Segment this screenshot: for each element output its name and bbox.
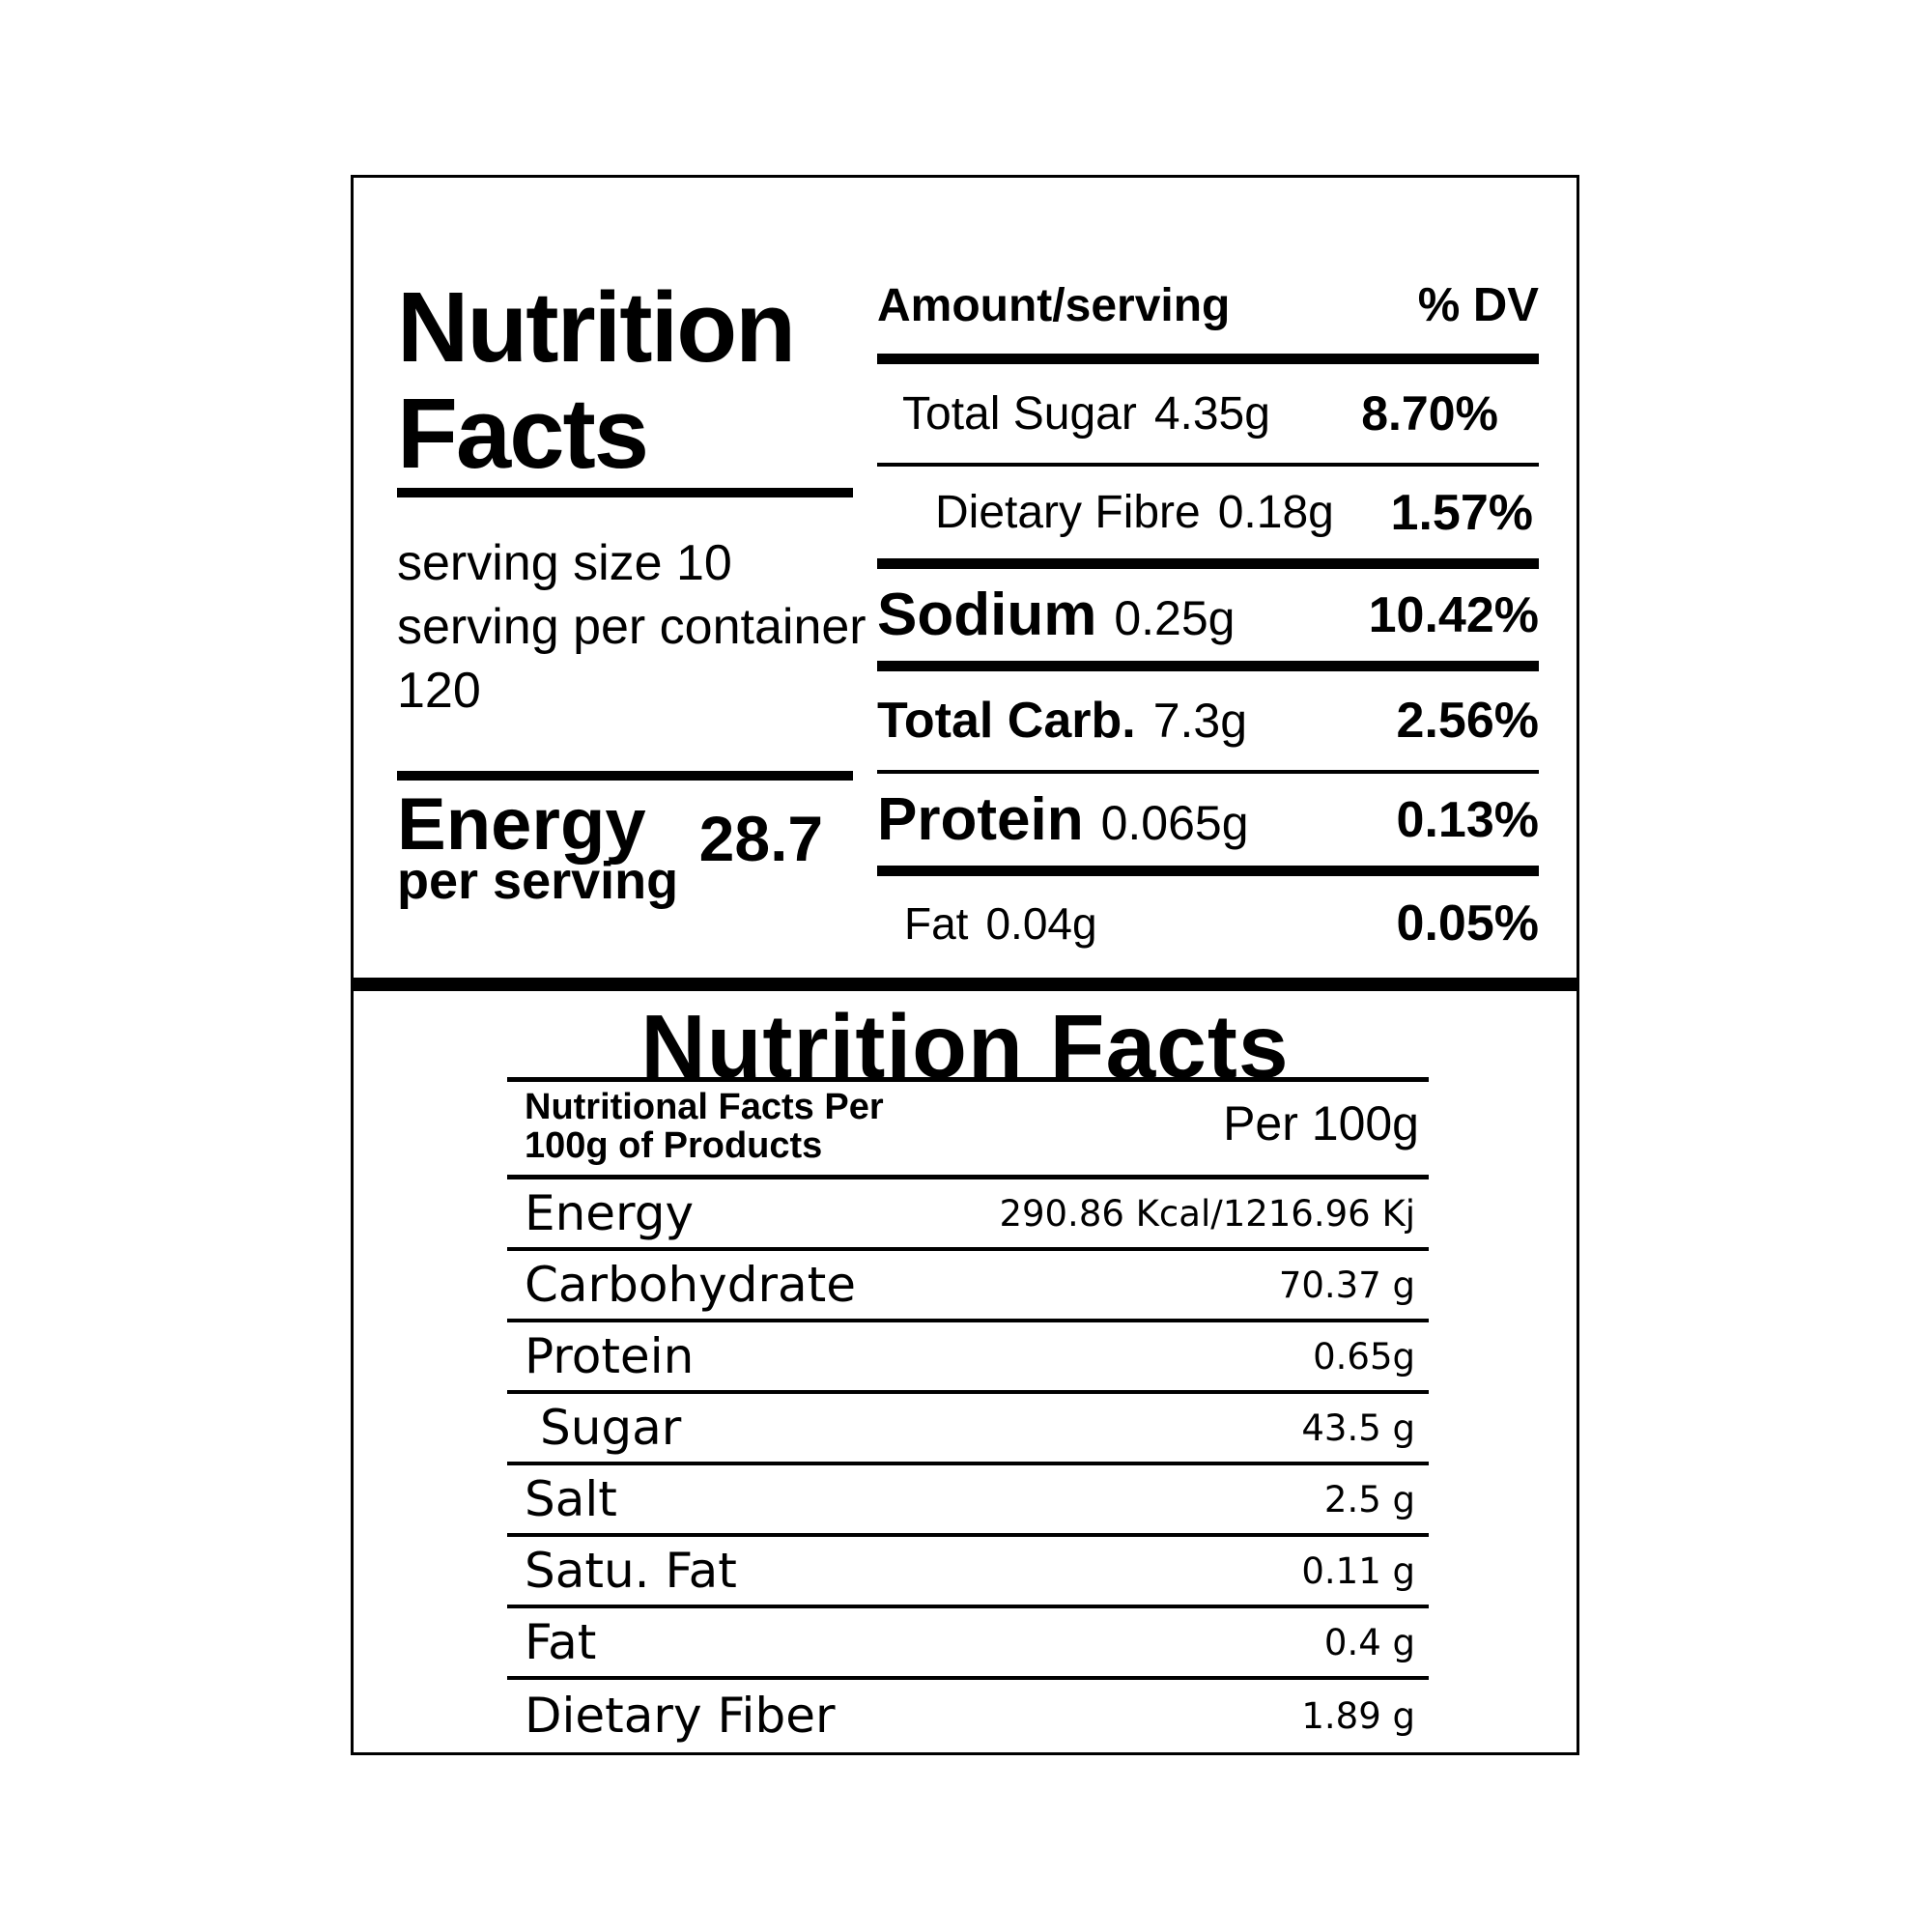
table-row-fat: Fat 0.4 g <box>507 1608 1429 1680</box>
divider-under-title <box>397 488 853 497</box>
nutrient-dv: 1.57% <box>1390 484 1533 541</box>
nutrient-dv: 10.42% <box>1368 586 1539 643</box>
row-label: Fat 0.04g <box>877 897 1097 950</box>
top-title-line1: Nutrition <box>397 271 796 383</box>
header-left-line2: 100g of Products <box>525 1125 823 1166</box>
nutrient-dv: 8.70% <box>1361 386 1498 440</box>
per-100g-header-right: Per 100g <box>1223 1096 1419 1151</box>
nutrient-dv: 2.56% <box>1396 693 1539 749</box>
energy-row: Energy 28.7 <box>397 782 823 874</box>
nutrient-amount: 7.3g <box>1152 694 1248 748</box>
nutrient-value: 0.4 g <box>1323 1621 1415 1663</box>
per-100g-table: Energy 290.86 Kcal/1216.96 Kj Carbohydra… <box>507 1179 1429 1751</box>
nutrient-value: 0.65g <box>1313 1335 1415 1378</box>
percent-dv-header: % DV <box>1417 279 1539 331</box>
row-label: Total Carb. 7.3g <box>877 692 1247 750</box>
nutrient-dv: 0.05% <box>1396 895 1539 952</box>
table-row-salt: Salt 2.5 g <box>507 1465 1429 1537</box>
table-header-row: Amount/serving % DV <box>877 278 1539 332</box>
divider-under-serving <box>397 771 853 781</box>
per-100g-header-row: Nutritional Facts Per 100g of Products P… <box>507 1088 1429 1165</box>
nutrient-name: Fat <box>525 1614 597 1670</box>
table-row-carbohydrate: Carbohydrate 70.37 g <box>507 1251 1429 1322</box>
nutrient-name: Protein <box>525 1328 695 1384</box>
nutrient-amount: 0.25g <box>1114 591 1236 645</box>
nutrient-rows: Total Sugar 4.35g 8.70% Dietary Fibre 0.18… <box>877 364 1539 970</box>
nutrient-value: 290.86 Kcal/1216.96 Kj <box>999 1192 1415 1235</box>
nutrient-value: 0.11 g <box>1301 1549 1415 1592</box>
per-100g-header-left: Nutritional Facts Per 100g of Products <box>525 1088 884 1165</box>
row-label: Protein 0.065g <box>877 785 1249 854</box>
serving-per-container-line: serving per container <box>397 599 867 655</box>
nutrient-name: Energy <box>525 1185 695 1241</box>
nutrient-amount: 4.35g <box>1153 387 1270 440</box>
serving-size-line: serving size 10 <box>397 535 732 591</box>
nutrient-name: Dietary Fiber <box>525 1688 836 1744</box>
nutrient-amount: 0.18g <box>1217 487 1334 538</box>
energy-per-serving-label: per serving <box>397 852 679 910</box>
row-label: Total Sugar 4.35g <box>877 387 1270 440</box>
nutrient-name: Total Sugar <box>902 387 1137 440</box>
nutrient-value: 2.5 g <box>1323 1478 1415 1520</box>
serving-info: serving size 10 serving per container 12… <box>397 531 867 723</box>
nutrient-name: Sodium <box>877 582 1097 648</box>
nutrient-value: 70.37 g <box>1278 1264 1415 1306</box>
amount-per-serving-table: Amount/serving % DV Total Sugar 4.35g 8.7… <box>877 178 1539 978</box>
bottom-title-underline <box>507 1077 1429 1082</box>
table-row-fat: Fat 0.04g 0.05% <box>877 876 1539 970</box>
header-left-line1: Nutritional Facts Per <box>525 1087 884 1127</box>
table-row-sodium: Sodium 0.25g 10.42% <box>877 569 1539 671</box>
amount-serving-header: Amount/serving <box>877 280 1231 331</box>
nutrient-name: Fat <box>904 897 969 949</box>
top-title-line2: Facts <box>397 378 649 489</box>
table-row-protein: Protein 0.065g 0.13% <box>877 774 1539 876</box>
nutrient-value: 43.5 g <box>1301 1406 1415 1449</box>
top-title: Nutrition Facts <box>397 271 796 489</box>
nutrient-amount: 0.065g <box>1100 796 1249 850</box>
nutrient-name: Total Carb. <box>877 693 1136 749</box>
nutrition-label: Nutrition Facts serving size 10 serving … <box>351 175 1579 1755</box>
table-row-total-carb: Total Carb. 7.3g 2.56% <box>877 671 1539 774</box>
header-separator-thick <box>877 354 1539 364</box>
table-row-energy: Energy 290.86 Kcal/1216.96 Kj <box>507 1179 1429 1251</box>
table-row-saturated-fat: Satu. Fat 0.11 g <box>507 1537 1429 1608</box>
nutrient-name: Satu. Fat <box>525 1543 737 1599</box>
table-row-dietary-fiber: Dietary Fiber 1.89 g <box>507 1680 1429 1751</box>
nutrient-name: Protein <box>877 786 1084 853</box>
nutrient-name: Salt <box>525 1471 617 1527</box>
nutrient-amount: 0.04g <box>985 897 1097 949</box>
table-row-protein: Protein 0.65g <box>507 1322 1429 1394</box>
table-row-dietary-fibre: Dietary Fibre 0.18g 1.57% <box>877 467 1539 569</box>
energy-label: Energy <box>397 783 646 866</box>
nutrient-name: Sugar <box>540 1400 682 1456</box>
table-row-sugar: Sugar 43.5 g <box>507 1394 1429 1465</box>
nutrient-dv: 0.13% <box>1396 791 1539 848</box>
nutrient-name: Carbohydrate <box>525 1257 857 1313</box>
energy-summary: Energy 28.7 per serving <box>397 782 823 911</box>
panel-divider <box>351 978 1579 991</box>
bottom-title: Nutrition Facts <box>640 996 1290 1096</box>
row-label: Dietary Fibre 0.18g <box>877 486 1334 539</box>
table-row-total-sugar: Total Sugar 4.35g 8.70% <box>877 364 1539 467</box>
per-100g-header-underline <box>507 1175 1429 1179</box>
nutrient-value: 1.89 g <box>1301 1694 1415 1737</box>
row-label: Sodium 0.25g <box>877 581 1235 649</box>
serving-count-line: 120 <box>397 663 481 719</box>
nutrient-name: Dietary Fibre <box>935 487 1201 538</box>
energy-value: 28.7 <box>698 803 824 874</box>
